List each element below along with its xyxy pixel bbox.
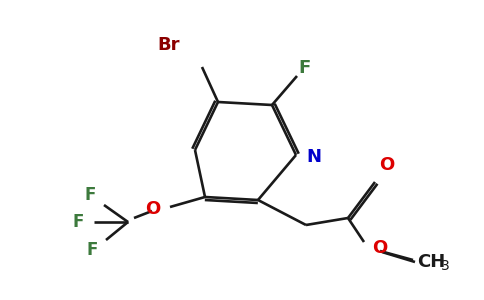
Text: O: O	[145, 200, 160, 218]
Text: F: F	[299, 59, 311, 77]
Text: O: O	[379, 156, 394, 174]
Text: 3: 3	[441, 259, 450, 273]
Text: N: N	[306, 148, 321, 166]
Text: F: F	[72, 213, 84, 231]
Text: F: F	[86, 241, 98, 259]
Text: O: O	[372, 239, 387, 257]
Text: CH: CH	[417, 253, 445, 271]
Text: Br: Br	[157, 36, 180, 54]
Text: F: F	[84, 186, 96, 204]
